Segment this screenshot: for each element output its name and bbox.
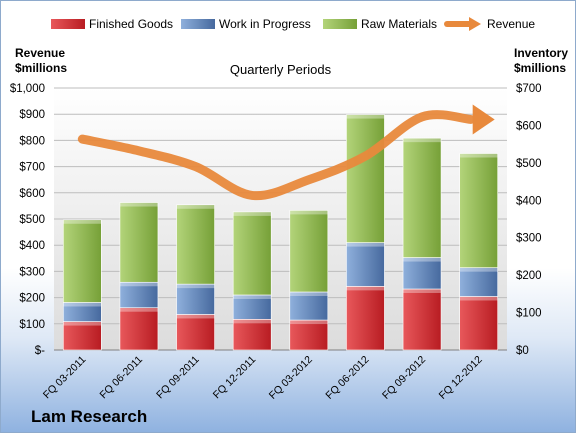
category-label: FQ 03-2012 [267, 354, 315, 402]
bar-highlight [119, 202, 158, 207]
left-tick-label: $300 [19, 266, 45, 278]
bar-finished-goods [176, 314, 215, 351]
bar-highlight [289, 291, 328, 296]
bar-highlight [176, 204, 215, 209]
category-label: FQ 12-2011 [211, 354, 259, 402]
category-label: FQ 06-2011 [97, 354, 145, 402]
left-tick-label: $1,000 [10, 83, 45, 95]
bar-work-in-progress [119, 281, 159, 309]
category-label: FQ 12-2012 [437, 354, 485, 402]
right-axis-title-line1: Inventory [514, 46, 569, 60]
bar-raw-materials [119, 202, 159, 283]
revenue-line [77, 110, 476, 201]
category-label: FQ 09-2012 [380, 354, 428, 402]
right-tick-label: $700 [516, 83, 542, 95]
bar-highlight [63, 219, 102, 224]
bar-work-in-progress [459, 267, 498, 297]
legend-item-work-in-progress: Work in Progress [181, 17, 311, 31]
right-axis-title-line2: $millions [514, 61, 567, 75]
bar-highlight [346, 242, 385, 247]
bar-highlight [403, 288, 442, 293]
left-tick-label: $200 [19, 293, 45, 305]
left-tick-label: $600 [19, 188, 45, 200]
right-tick-label: $200 [516, 270, 542, 282]
bar-finished-goods [459, 296, 498, 351]
bar-highlight [176, 314, 215, 319]
bar-raw-materials [232, 211, 272, 296]
bar-highlight [63, 302, 102, 307]
bar-highlight [289, 320, 328, 325]
bar-highlight [119, 307, 158, 312]
right-axis-title: Inventory $millions [514, 46, 568, 76]
left-tick-label: $800 [19, 135, 45, 147]
bar-finished-goods [289, 319, 329, 351]
right-tick-label: $100 [516, 308, 542, 320]
right-tick-label: $500 [516, 158, 542, 170]
bar-work-in-progress [176, 283, 215, 315]
legend-item-finished-goods: Finished Goods [51, 17, 173, 31]
left-tick-label: $100 [19, 319, 45, 331]
category-label: FQ 06-2012 [323, 354, 371, 402]
left-axis-title-line1: Revenue [15, 46, 66, 60]
bar-highlight [403, 257, 442, 262]
revenue-arrowhead [472, 104, 495, 135]
bar-highlight [176, 284, 215, 289]
company-name: Lam Research [31, 407, 148, 426]
left-tick-label: $700 [19, 162, 45, 174]
left-tick-label: $500 [19, 214, 45, 226]
bar-work-in-progress [346, 242, 385, 287]
right-tick-label: $300 [516, 233, 542, 245]
right-tick-label: $0 [516, 345, 529, 357]
bar-highlight [459, 153, 498, 158]
chart-title: Quarterly Periods [230, 62, 332, 77]
legend-label: Work in Progress [219, 17, 311, 31]
legend-swatch [51, 19, 85, 29]
bar-highlight [459, 267, 498, 272]
bar-raw-materials [402, 137, 442, 258]
bar-finished-goods [63, 321, 102, 351]
bar-work-in-progress [232, 294, 272, 320]
right-tick-label: $400 [516, 195, 542, 207]
bar-raw-materials [176, 204, 215, 285]
bar-finished-goods [346, 286, 385, 351]
bar-raw-materials [63, 219, 102, 303]
legend-swatch [323, 19, 357, 29]
left-axis-title-line2: $millions [15, 61, 68, 75]
legend-swatch-arrow [469, 17, 481, 31]
legend-swatch [181, 19, 215, 29]
bar-highlight [63, 321, 102, 326]
bar-highlight [119, 282, 158, 287]
legend-label: Revenue [487, 17, 535, 31]
category-label: FQ 03-2011 [41, 354, 89, 402]
bar-finished-goods [402, 288, 442, 351]
bar-highlight [289, 210, 328, 215]
bar-finished-goods [232, 319, 272, 351]
right-tick-label: $600 [516, 120, 542, 132]
bar-raw-materials [459, 153, 498, 268]
bar-raw-materials [346, 114, 385, 243]
category-label: FQ 09-2011 [154, 354, 202, 402]
bar-work-in-progress [402, 257, 442, 290]
bar-finished-goods [119, 307, 159, 351]
bar-highlight [459, 296, 498, 301]
legend-label: Raw Materials [361, 17, 437, 31]
bar-highlight [233, 211, 272, 216]
bar-work-in-progress [289, 291, 329, 321]
left-tick-label: $900 [19, 109, 45, 121]
left-tick-label: $400 [19, 240, 45, 252]
bar-highlight [346, 286, 385, 291]
bar-raw-materials [289, 210, 329, 293]
legend-item-revenue: Revenue [444, 17, 535, 31]
legend-item-raw-materials: Raw Materials [323, 17, 437, 31]
bar-highlight [403, 138, 442, 143]
legend-label: Finished Goods [89, 17, 173, 31]
left-axis-title: Revenue $millions [15, 46, 67, 76]
left-tick-label: $- [35, 345, 45, 357]
bar-highlight [346, 114, 385, 119]
bar-highlight [233, 319, 272, 324]
bar-highlight [233, 294, 272, 299]
